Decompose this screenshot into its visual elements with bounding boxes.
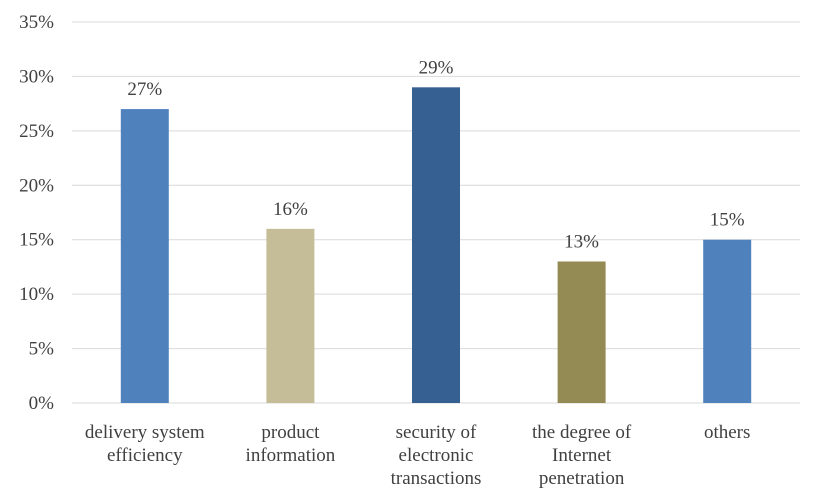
data-label: 29% [419, 57, 454, 78]
y-tick-label: 15% [19, 230, 54, 251]
x-category-label: efficiency [107, 445, 183, 466]
data-label: 16% [273, 199, 308, 220]
y-tick-label: 0% [29, 393, 55, 414]
y-axis-ticks: 0% 5% 10% 15% 20% 25% 30% 35% [19, 12, 54, 414]
bars [120, 87, 752, 404]
y-tick-label: 5% [29, 339, 55, 360]
y-tick-label: 20% [19, 175, 54, 196]
x-category-label: transactions [391, 468, 482, 489]
x-category-label: others [704, 422, 750, 443]
x-category-label: the degree of [532, 422, 632, 443]
x-category-label: security of [396, 422, 477, 443]
y-tick-label: 30% [19, 66, 54, 87]
data-label: 15% [710, 210, 745, 231]
x-category-label: product [261, 422, 320, 443]
x-category-label: penetration [539, 468, 625, 489]
y-tick-label: 35% [19, 12, 54, 33]
bar [412, 87, 460, 404]
bar [703, 239, 752, 403]
y-tick-label: 10% [19, 284, 54, 305]
bar [557, 261, 606, 403]
bar [120, 109, 169, 403]
y-tick-label: 25% [19, 121, 54, 142]
x-category-label: delivery system [85, 422, 205, 443]
data-label: 13% [564, 231, 599, 252]
x-category-label: information [246, 445, 336, 466]
x-category-label: Internet [552, 445, 612, 466]
data-labels: 27% 16% 29% 13% 15% [127, 57, 744, 252]
data-label: 27% [127, 79, 162, 100]
bar [266, 228, 315, 403]
x-category-label: electronic [399, 445, 474, 466]
